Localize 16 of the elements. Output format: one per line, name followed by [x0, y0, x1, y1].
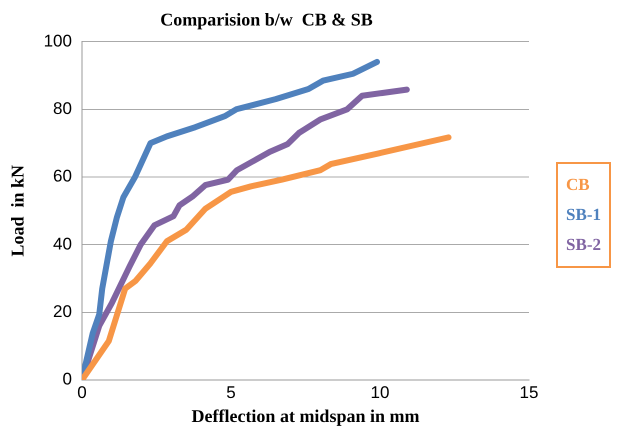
y-tick-label: 40 [53, 234, 72, 254]
y-tick-label: 100 [44, 31, 72, 50]
x-tick-label: 0 [77, 382, 87, 402]
y-tick-label: 60 [53, 166, 72, 186]
text: CB [566, 174, 591, 196]
y-tick-label: 80 [53, 98, 72, 118]
x-tick-label: 10 [370, 382, 390, 402]
chart-title: Comparision b/w CB & SB [160, 9, 373, 30]
x-tick-label: 5 [226, 382, 236, 402]
y-axis-title: Load in kN [7, 165, 28, 257]
text: SB-1 [566, 204, 601, 226]
y-tick-label: 20 [53, 302, 72, 322]
x-tick-label: 15 [520, 382, 538, 402]
y-tick-label: 0 [62, 370, 72, 389]
x-axis-title: Defflection at midspan in mm [191, 406, 420, 426]
text: SB-2 [566, 234, 601, 256]
